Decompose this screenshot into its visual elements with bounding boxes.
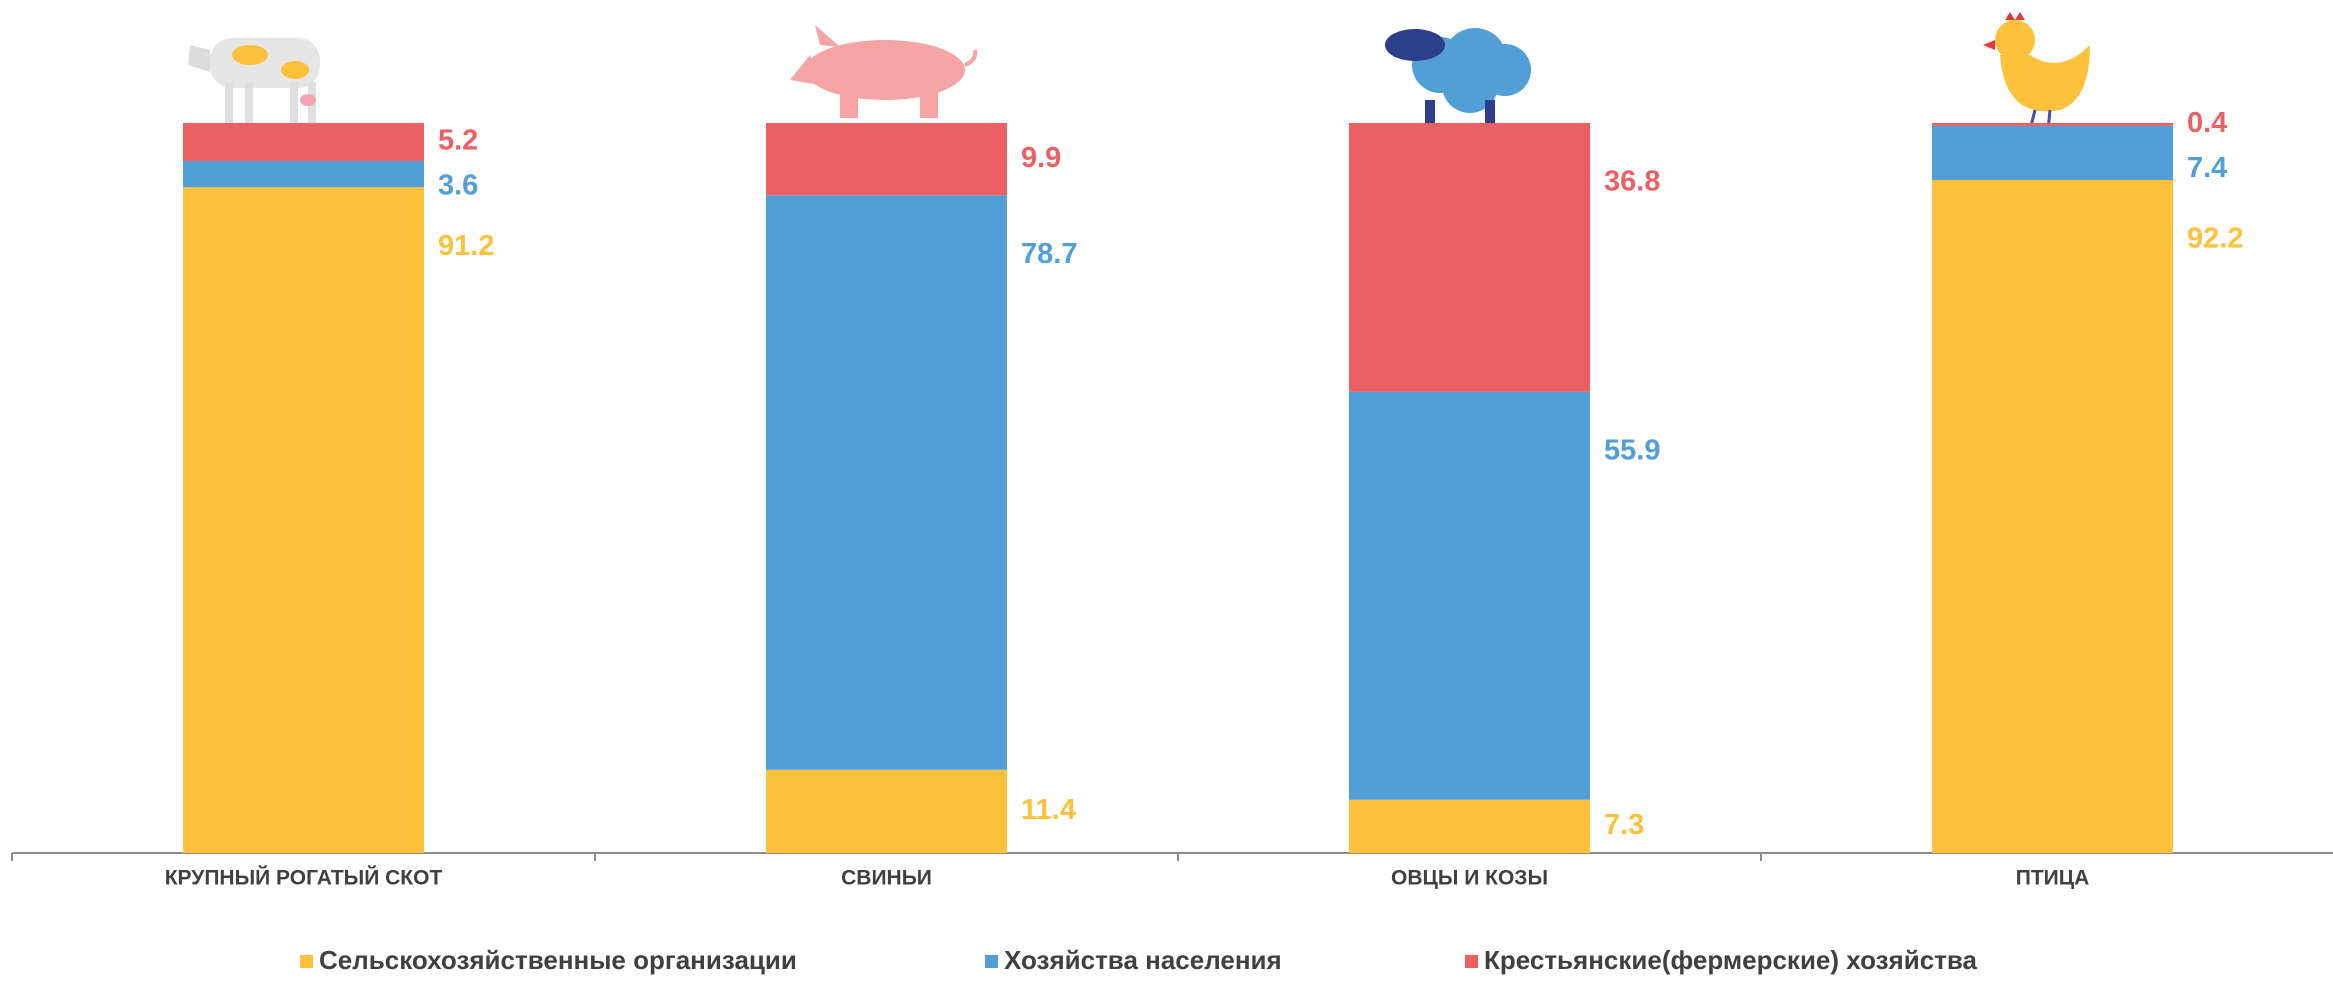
x-tick-label: КРУПНЫЙ РОГАТЫЙ СКОТ xyxy=(165,866,443,890)
bar-segment xyxy=(183,160,424,188)
bar-segment xyxy=(1932,179,2173,853)
legend-swatch xyxy=(985,955,998,968)
data-label: 55.9 xyxy=(1604,434,1660,466)
data-label: 91.2 xyxy=(438,230,494,262)
legend-label: Сельскохозяйственные организации xyxy=(319,945,797,975)
data-label: 9.9 xyxy=(1021,142,1061,174)
bar-segment xyxy=(766,123,1007,196)
bar-segment xyxy=(1349,123,1590,392)
bar-segment xyxy=(1932,123,2173,126)
data-label: 78.7 xyxy=(1021,238,1077,270)
legend-swatch xyxy=(1465,955,1478,968)
legend-swatch xyxy=(300,955,313,968)
cow-icon xyxy=(188,38,320,127)
bar-segment xyxy=(766,195,1007,770)
sheep-icon xyxy=(1385,28,1531,138)
data-label: 7.3 xyxy=(1604,809,1644,841)
data-label: 92.2 xyxy=(2187,223,2243,255)
data-label: 36.8 xyxy=(1604,166,1660,198)
pig-icon xyxy=(790,25,978,118)
bar-segment xyxy=(1349,391,1590,800)
data-label: 3.6 xyxy=(438,170,478,202)
legend-label: Крестьянские(фермерские) хозяйства xyxy=(1484,945,1978,975)
data-label: 7.4 xyxy=(2187,152,2227,184)
data-label: 11.4 xyxy=(1021,794,1076,826)
data-label: 5.2 xyxy=(438,125,478,157)
data-label: 0.4 xyxy=(2187,107,2227,139)
x-tick-label: ПТИЦА xyxy=(2016,867,2090,890)
bar-segment xyxy=(1932,125,2173,180)
bar-segment xyxy=(1349,799,1590,853)
legend-label: Хозяйства населения xyxy=(1004,945,1282,975)
chicken-icon xyxy=(1983,12,2090,131)
x-tick-label: СВИНЬИ xyxy=(841,867,932,890)
bar-segment xyxy=(766,769,1007,853)
x-tick-label: ОВЦЫ И КОЗЫ xyxy=(1391,867,1548,890)
bar-segment xyxy=(183,187,424,854)
bar-segment xyxy=(183,123,424,161)
